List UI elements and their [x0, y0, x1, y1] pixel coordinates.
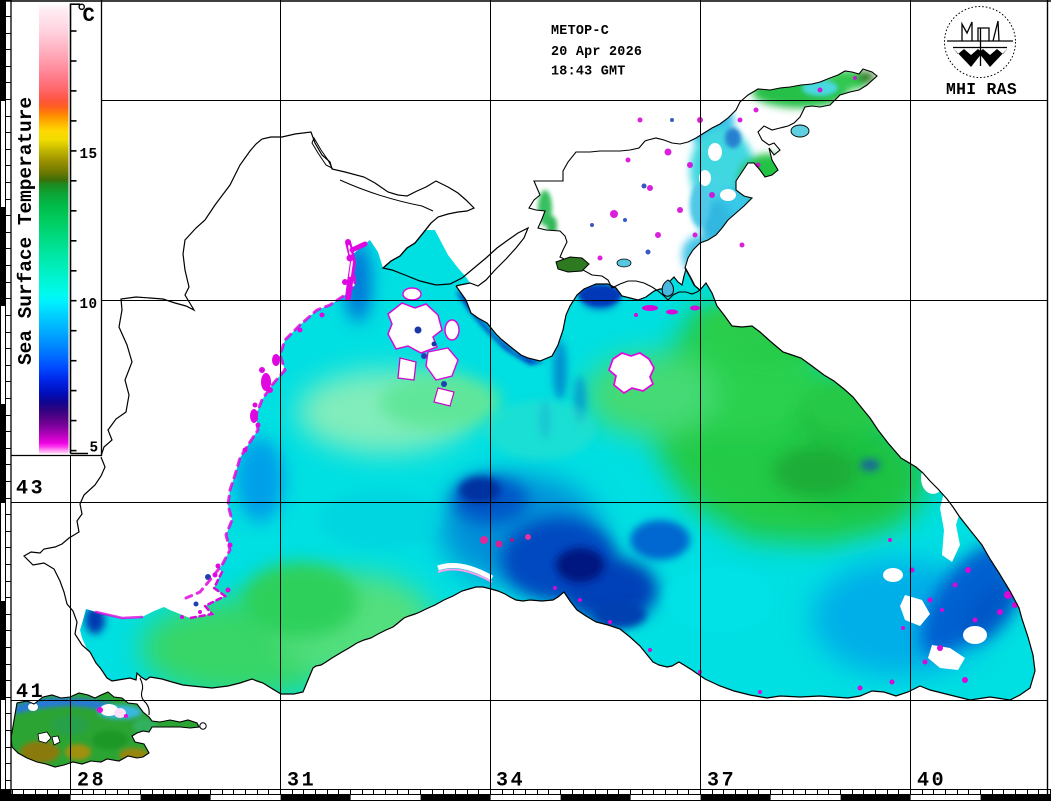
svg-text:METOP-C: METOP-C: [551, 24, 609, 39]
svg-text:Sea Surface Temperature: Sea Surface Temperature: [15, 97, 37, 365]
svg-text:41: 41: [16, 681, 45, 704]
svg-text:37: 37: [707, 770, 736, 793]
svg-text:28: 28: [77, 770, 106, 793]
svg-text:20 Apr 2026: 20 Apr 2026: [551, 45, 642, 60]
svg-text:31: 31: [287, 770, 316, 793]
svg-text:10: 10: [80, 297, 98, 313]
svg-text:43: 43: [16, 478, 45, 501]
svg-text:C: C: [83, 5, 95, 28]
svg-text:MHI RAS: MHI RAS: [946, 80, 1017, 99]
svg-text:40: 40: [917, 770, 946, 793]
svg-text:15: 15: [80, 147, 98, 163]
svg-text:18:43 GMT: 18:43 GMT: [551, 65, 626, 80]
svg-text:34: 34: [496, 770, 525, 793]
svg-text:5: 5: [90, 441, 99, 457]
